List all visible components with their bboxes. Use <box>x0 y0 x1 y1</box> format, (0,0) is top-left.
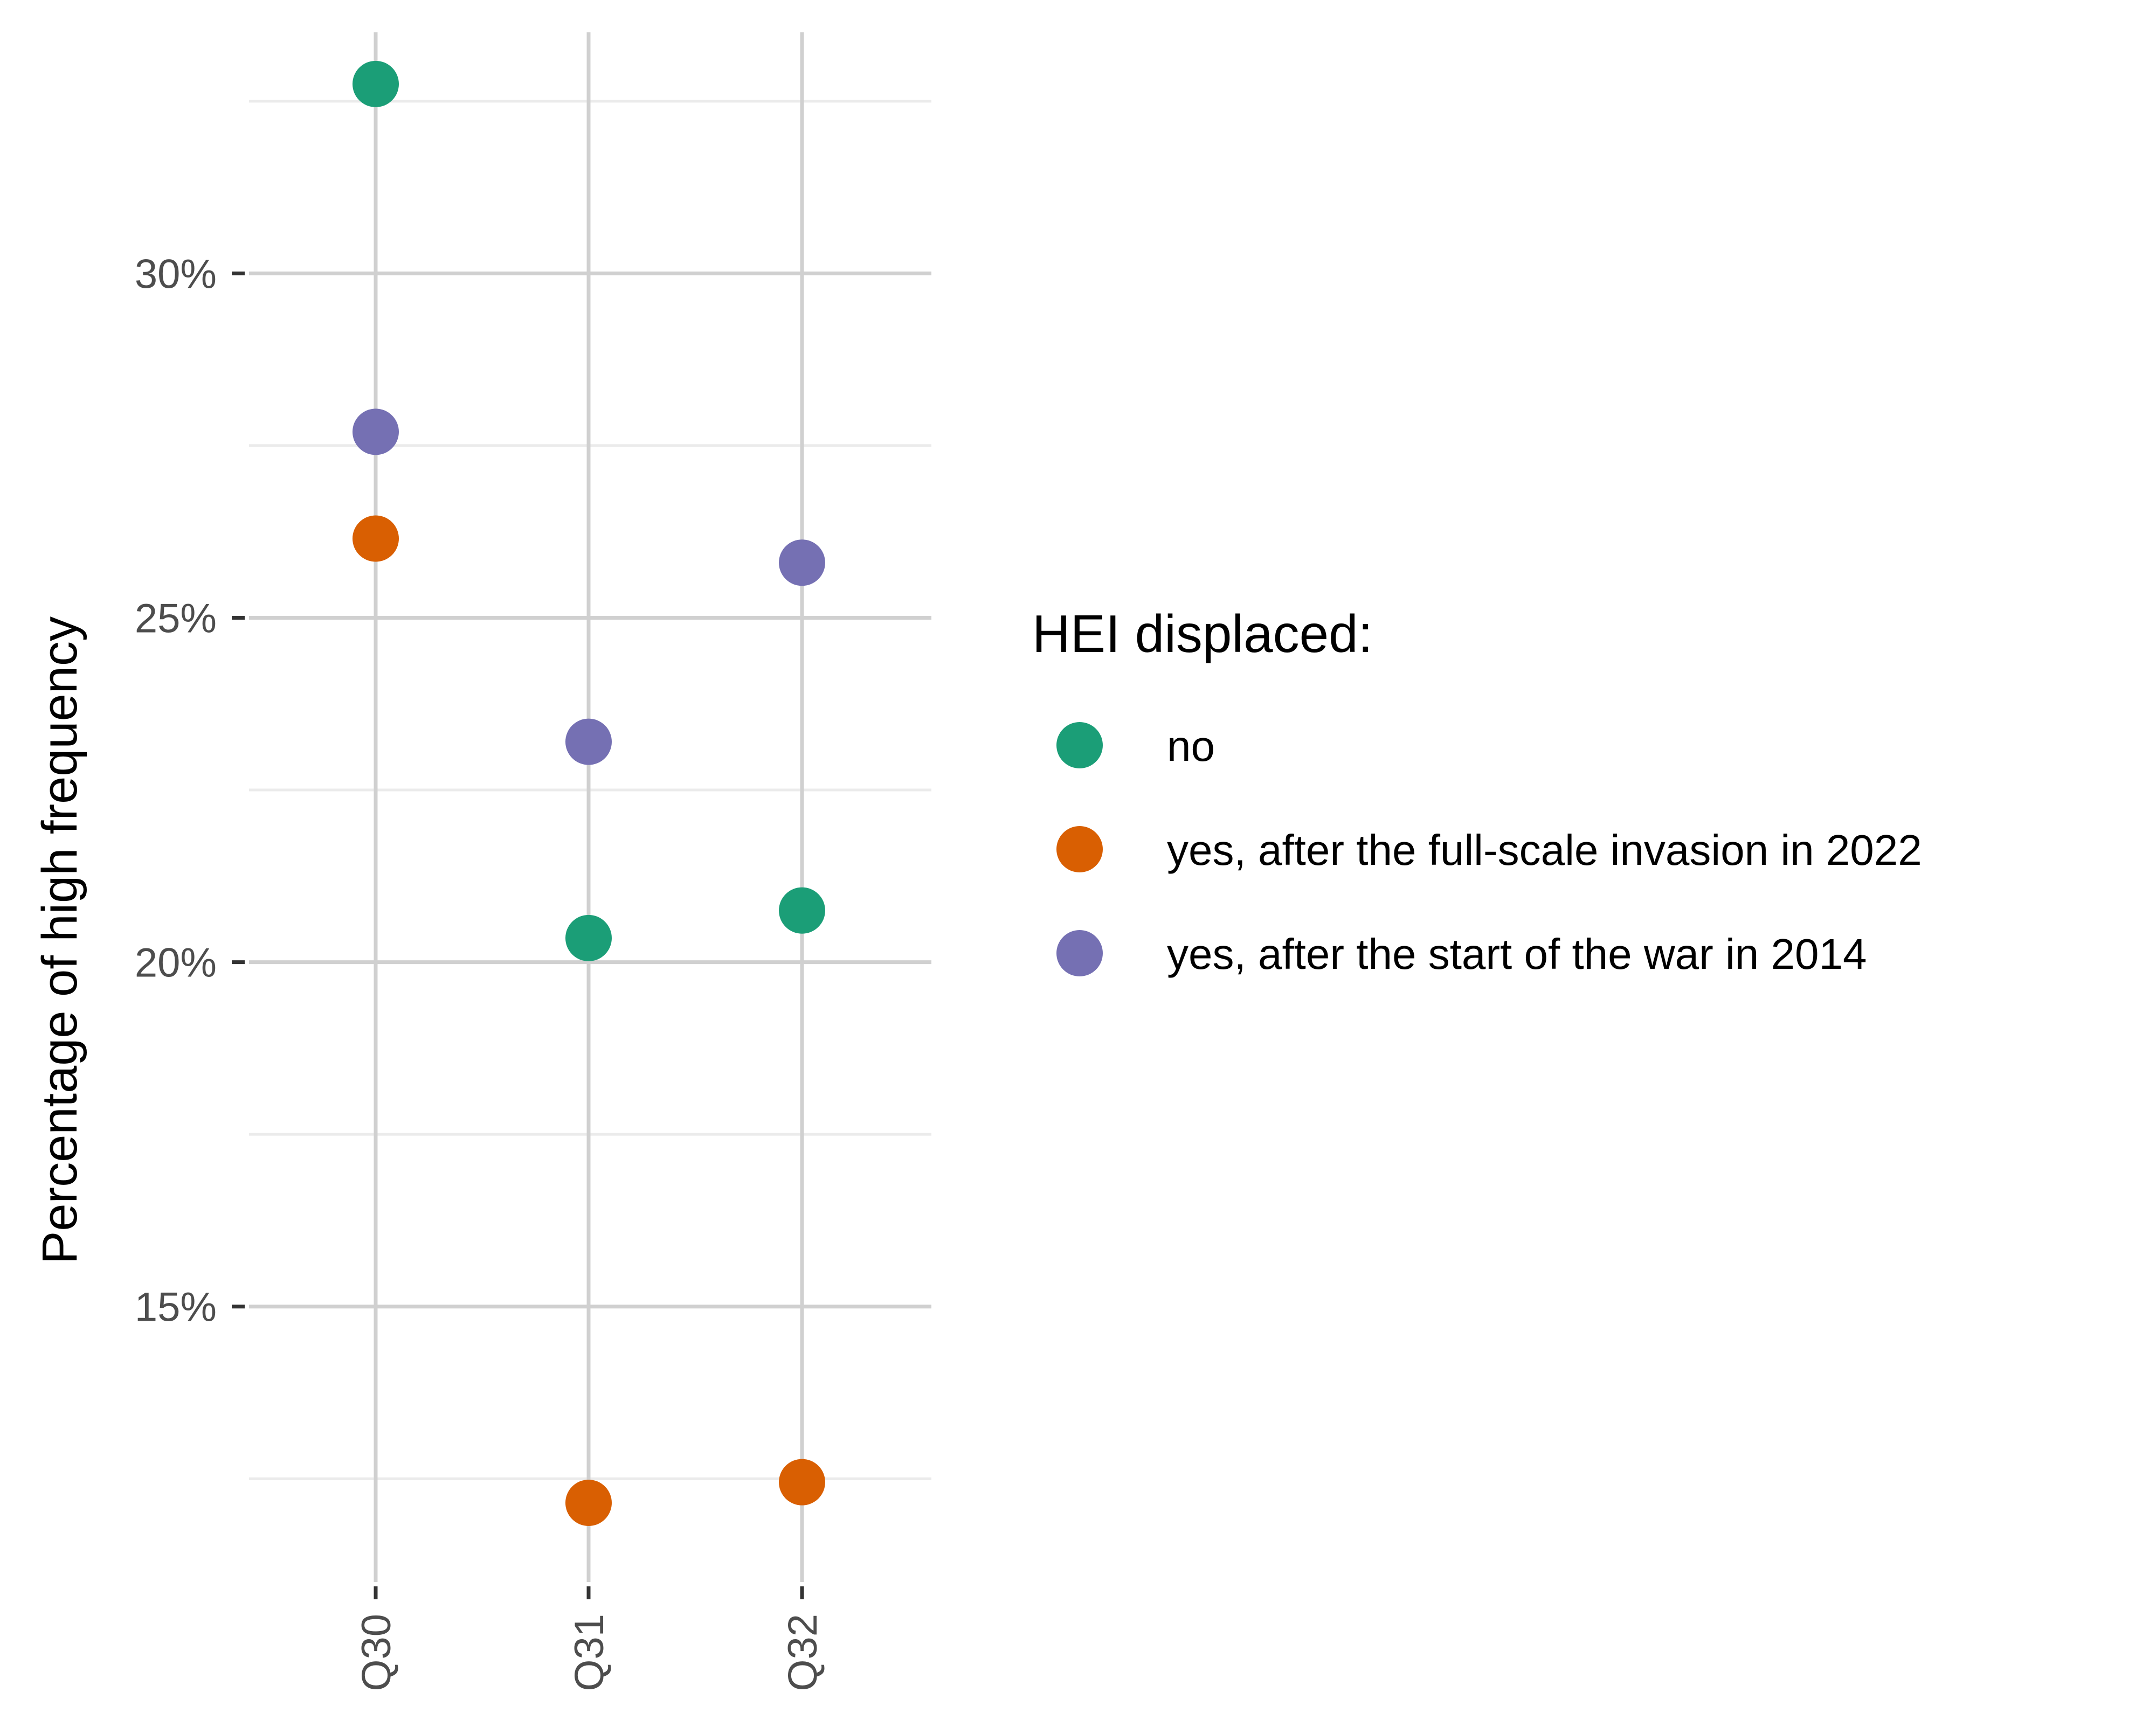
grid-layer <box>249 32 931 1582</box>
legend: HEI displaced: no yes, after the full-sca… <box>1032 604 1922 978</box>
x-tick-label: Q30 <box>354 1614 399 1691</box>
data-point-q31-series-3 <box>565 718 612 765</box>
data-point-q30-series-1 <box>353 60 399 107</box>
points-layer <box>353 60 825 1527</box>
x-tick-label: Q31 <box>566 1614 612 1691</box>
y-tick-label: 15% <box>135 1285 217 1330</box>
legend-key-2 <box>1056 826 1103 872</box>
axis-layer: 15% 20% 25% 30% Q30 Q31 Q32 <box>135 251 826 1691</box>
legend-key-3 <box>1056 930 1103 976</box>
y-tick-label: 30% <box>135 251 217 297</box>
data-point-q32-series-1 <box>779 887 825 934</box>
data-point-q31-series-1 <box>565 914 612 961</box>
data-point-q32-series-3 <box>779 539 825 586</box>
y-tick-label: 20% <box>135 940 217 986</box>
data-point-q32-series-2 <box>779 1459 825 1506</box>
legend-label-3: yes, after the start of the war in 2014 <box>1167 930 1867 978</box>
data-point-q31-series-2 <box>565 1480 612 1527</box>
legend-label-1: no <box>1167 722 1215 770</box>
legend-key-1 <box>1056 722 1103 768</box>
legend-title: HEI displaced: <box>1032 604 1373 663</box>
legend-label-2: yes, after the full-scale invasion in 20… <box>1167 826 1922 874</box>
y-tick-label: 25% <box>135 595 217 641</box>
data-point-q30-series-3 <box>353 408 399 455</box>
data-point-q30-series-2 <box>353 515 399 562</box>
x-tick-label: Q32 <box>780 1614 826 1691</box>
y-axis-title: Percentage of high frequency <box>32 616 87 1264</box>
